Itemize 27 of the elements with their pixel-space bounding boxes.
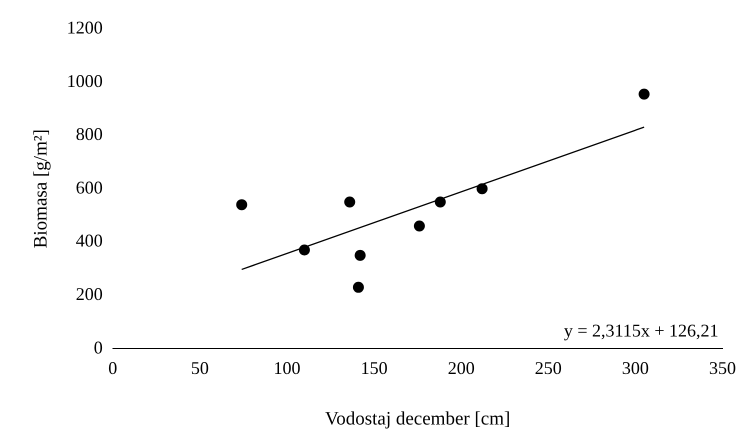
y-tick-label: 200 [76, 284, 103, 304]
point [236, 199, 248, 210]
point [298, 244, 310, 256]
point [354, 250, 366, 261]
annotation: y = 2,3115x + 126,21 [564, 320, 718, 340]
y-tick-label: 0 [94, 337, 103, 358]
point [476, 183, 488, 194]
x-tick-label: 150 [360, 358, 388, 378]
x-tick-label: 100 [274, 358, 300, 378]
x-tick-label: 250 [534, 358, 562, 378]
point [434, 196, 446, 208]
y-tick-label: 600 [76, 177, 103, 198]
y-tick-label: 1200 [66, 18, 103, 38]
y-axis-title: Biomasa [g/m²] [30, 129, 52, 248]
x-tick-label: 350 [709, 358, 736, 378]
point [352, 282, 364, 293]
x-tick-label: 300 [622, 358, 649, 378]
y-tick-label: 800 [76, 124, 103, 144]
point [638, 88, 650, 100]
x-tick-label: 0 [108, 358, 118, 378]
y-tick-label: 1000 [66, 70, 103, 91]
y-tick-label: 400 [76, 230, 103, 251]
x-tick-label: 200 [448, 358, 475, 378]
x-axis-title: Vodostaj december [cm] [324, 408, 510, 430]
point [414, 220, 425, 232]
x-tick-label: 50 [190, 358, 209, 378]
point [344, 196, 356, 208]
